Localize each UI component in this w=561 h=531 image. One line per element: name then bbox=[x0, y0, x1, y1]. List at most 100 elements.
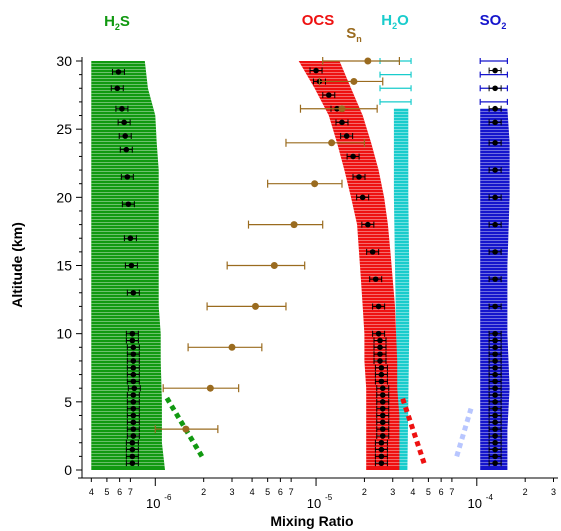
x-minor-tick-label: 2 bbox=[362, 487, 367, 497]
h2s-data-point bbox=[129, 446, 136, 453]
so2-data-point bbox=[492, 249, 498, 255]
ocs-data-point bbox=[377, 337, 383, 344]
ocs-data-point bbox=[378, 364, 385, 371]
x-minor-tick-label: 6 bbox=[439, 487, 444, 497]
h2s-data-point bbox=[130, 433, 137, 439]
x-major-tick-label: 10 bbox=[468, 496, 482, 511]
ocs-data-point bbox=[372, 276, 379, 282]
x-major-tick-label: 10 bbox=[146, 496, 160, 511]
ocs-data-point bbox=[343, 133, 350, 139]
y-axis-label: Altitude (km) bbox=[9, 222, 25, 308]
h2s-data-point bbox=[130, 392, 137, 398]
ocs-data-point bbox=[379, 392, 386, 398]
h2s-data-point bbox=[119, 105, 125, 112]
legend: H2S OCS H2O SO2 Sn bbox=[104, 12, 506, 44]
ocs-data-point bbox=[378, 371, 385, 378]
h2s-data-point bbox=[121, 119, 127, 126]
ocs-data-point bbox=[313, 67, 319, 74]
so2-data-point bbox=[492, 385, 498, 392]
so2-data-point bbox=[492, 364, 498, 371]
ocs-data-point bbox=[379, 399, 386, 405]
ocs-data-point bbox=[350, 153, 356, 160]
so2-data-point bbox=[492, 337, 498, 344]
ocs-data-point bbox=[375, 303, 382, 310]
h2s-data-point bbox=[130, 289, 137, 296]
h2s-data-point bbox=[130, 351, 137, 357]
ocs-data-point bbox=[375, 330, 382, 337]
sn-data-point bbox=[182, 425, 190, 433]
so2-data-point bbox=[492, 276, 498, 282]
h2s-data-point bbox=[130, 419, 137, 426]
so2-data-point bbox=[492, 330, 498, 337]
y-tick-label: 0 bbox=[64, 462, 72, 478]
x-minor-tick-label: 5 bbox=[426, 487, 431, 497]
plot-area bbox=[91, 57, 510, 470]
ocs-data-point bbox=[365, 221, 371, 228]
x-minor-tick-label: 5 bbox=[265, 487, 270, 497]
h2s-data-point bbox=[129, 439, 136, 446]
so2-data-point bbox=[492, 85, 498, 92]
so2-data-point bbox=[492, 460, 498, 466]
so2-data-point bbox=[492, 405, 498, 412]
x-minor-tick-label: 4 bbox=[89, 487, 94, 497]
sn-data-point bbox=[206, 384, 214, 392]
h2s-data-point bbox=[115, 69, 122, 75]
so2-data-point bbox=[492, 453, 498, 460]
ocs-data-point bbox=[379, 433, 386, 439]
so2-data-point bbox=[492, 119, 498, 126]
ocs-extrapolation-line bbox=[399, 394, 427, 464]
ocs-data-point bbox=[379, 419, 386, 426]
sn-data-point bbox=[311, 180, 319, 188]
y-tick-label: 15 bbox=[56, 258, 72, 274]
so2-data-point bbox=[492, 351, 498, 357]
h2s-data-point bbox=[128, 262, 135, 269]
ocs-data-point bbox=[379, 426, 386, 432]
legend-label-so2: SO2 bbox=[480, 12, 507, 31]
so2-data-point bbox=[492, 140, 498, 146]
so2-data-point bbox=[492, 439, 498, 446]
so2-data-point bbox=[492, 358, 498, 364]
legend-label-ocs: OCS bbox=[302, 12, 335, 29]
x-minor-tick-label: 4 bbox=[250, 487, 255, 497]
so2-data-point bbox=[492, 194, 498, 201]
h2s-data-point bbox=[130, 371, 137, 378]
so2-data-point bbox=[492, 344, 498, 351]
so2-data-point bbox=[492, 105, 498, 112]
x-major-tick-label: 10 bbox=[307, 496, 321, 511]
x-minor-tick-label: 5 bbox=[104, 487, 109, 497]
x-major-tick-exponent: -5 bbox=[325, 493, 333, 502]
ocs-data-point bbox=[359, 194, 366, 201]
h2s-data-point bbox=[130, 426, 137, 432]
sn-data-point bbox=[228, 343, 236, 351]
h2s-data-point bbox=[130, 344, 137, 351]
ocs-uncertainty-band bbox=[298, 61, 400, 470]
sn-data-point bbox=[350, 77, 358, 85]
h2s-data-point bbox=[124, 174, 131, 180]
y-tick-label: 5 bbox=[64, 394, 72, 410]
x-minor-tick-label: 6 bbox=[117, 487, 122, 497]
ocs-data-point bbox=[377, 358, 383, 364]
x-minor-tick-label: 2 bbox=[523, 487, 528, 497]
ocs-data-point bbox=[369, 249, 376, 255]
so2-data-point bbox=[492, 446, 498, 453]
y-tick-label: 10 bbox=[56, 326, 72, 342]
so2-data-point bbox=[492, 378, 498, 385]
so2-data-point bbox=[492, 303, 498, 310]
h2s-data-point bbox=[130, 399, 137, 405]
h2o-uncertainty-band bbox=[393, 108, 410, 470]
so2-data-point bbox=[492, 433, 498, 439]
x-minor-tick-label: 2 bbox=[201, 487, 206, 497]
so2-data-point bbox=[492, 412, 498, 419]
h2s-extrapolation-line bbox=[162, 393, 205, 458]
so2-data-point bbox=[492, 419, 498, 426]
ocs-data-point bbox=[339, 119, 345, 126]
h2s-data-point bbox=[129, 460, 136, 466]
x-axis-label: Mixing Ratio bbox=[270, 513, 353, 529]
ocs-data-point bbox=[356, 174, 362, 180]
ocs-data-point bbox=[377, 351, 383, 357]
x-minor-tick-label: 7 bbox=[128, 487, 133, 497]
ocs-data-point bbox=[378, 446, 385, 453]
sn-data-point bbox=[270, 262, 278, 269]
